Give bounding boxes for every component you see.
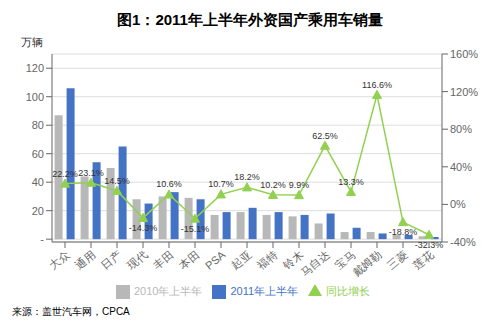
svg-text:现代: 现代	[125, 248, 150, 271]
svg-text:160%: 160%	[450, 48, 478, 60]
svg-text:40%: 40%	[450, 161, 472, 173]
svg-text:80%: 80%	[450, 123, 472, 135]
html-text:同比增长: 同比增长	[326, 285, 371, 297]
html-text:图1：2011年上半年外资国产乘用车销量: 图1：2011年上半年外资国产乘用车销量	[117, 11, 383, 28]
svg-text:120%: 120%	[450, 86, 478, 98]
html-text:2011年上半年: 2011年上半年	[230, 285, 299, 297]
svg-text:丰田: 丰田	[151, 248, 176, 271]
svg-text:-18.8%: -18.8%	[389, 227, 418, 237]
svg-text:62.5%: 62.5%	[312, 131, 338, 141]
svg-text:莲花: 莲花	[411, 248, 436, 271]
svg-text:PSA: PSA	[203, 248, 228, 272]
svg-text:116.6%: 116.6%	[362, 80, 392, 90]
svg-text:13.3%: 13.3%	[338, 177, 364, 187]
svg-text:宝马: 宝马	[332, 248, 358, 272]
svg-text:14.5%: 14.5%	[104, 176, 130, 186]
svg-text:0%: 0%	[450, 198, 466, 210]
html-text:来源：盖世汽车网，CPCA: 来源：盖世汽车网，CPCA	[12, 306, 130, 317]
svg-text:铃木: 铃木	[280, 248, 306, 272]
svg-text:日产: 日产	[99, 248, 124, 271]
svg-text:18.2%: 18.2%	[234, 172, 260, 182]
svg-text:120: 120	[26, 62, 44, 74]
svg-text:-15.1%: -15.1%	[181, 224, 210, 234]
svg-text:大众: 大众	[47, 248, 72, 271]
svg-text:23.1%: 23.1%	[78, 168, 104, 178]
svg-text:-40%: -40%	[450, 236, 476, 248]
svg-text:10.7%: 10.7%	[208, 179, 234, 189]
svg-text:福特: 福特	[255, 248, 280, 271]
svg-text:-: -	[40, 233, 44, 245]
svg-text:40: 40	[32, 176, 44, 188]
svg-text:通用: 通用	[73, 248, 98, 271]
svg-text:本田: 本田	[177, 248, 202, 271]
svg-text:9.9%: 9.9%	[289, 180, 310, 190]
svg-text:马自达: 马自达	[298, 248, 331, 278]
svg-text:100: 100	[26, 91, 44, 103]
svg-text:20: 20	[32, 205, 44, 217]
html-text:2010年上半年: 2010年上半年	[133, 285, 203, 297]
svg-text:10.6%: 10.6%	[156, 179, 182, 189]
svg-text:万辆: 万辆	[21, 36, 43, 48]
svg-text:80: 80	[32, 119, 44, 131]
svg-text:戴姆勒: 戴姆勒	[350, 248, 383, 278]
svg-text:三菱: 三菱	[385, 248, 410, 271]
svg-text:-14.3%: -14.3%	[129, 223, 158, 233]
svg-text:-32.3%: -32.3%	[415, 240, 444, 250]
svg-text:60: 60	[32, 148, 44, 160]
svg-text:22.2%: 22.2%	[52, 169, 78, 179]
svg-text:起亚: 起亚	[229, 248, 254, 271]
svg-text:10.2%: 10.2%	[260, 180, 286, 190]
